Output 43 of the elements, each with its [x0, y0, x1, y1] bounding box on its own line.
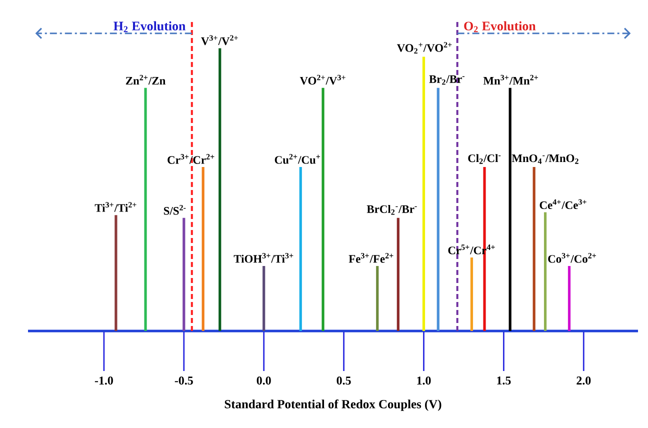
bar	[436, 88, 440, 331]
bar	[568, 266, 571, 331]
x-tick-label: 1.0	[417, 376, 431, 385]
annotation: Cl$_{2}$/Cl$^{-}$	[468, 154, 501, 164]
bar	[508, 88, 512, 331]
annotation: VO$_{2}$$^{+}$/VO$^{2+}$	[396, 42, 452, 54]
ref-line-label: O$_{2}$ Evolution	[464, 21, 536, 32]
bar	[182, 218, 186, 331]
annotation: Fe$^{3+}$/Fe$^{2+}$	[348, 253, 394, 263]
annotation: Co$^{3+}$/Co$^{2+}$	[548, 253, 596, 263]
bar	[322, 88, 324, 331]
x-tick-label: -1.0	[94, 376, 113, 385]
x-axis-title: Standard Potential of Redox Couples (V)	[224, 399, 442, 411]
x-tick-label: 0.0	[256, 376, 271, 385]
bar	[218, 48, 222, 331]
annotation: BrCl$_{2}$$^{-}$/Br$^{-}$	[366, 204, 417, 215]
bar	[376, 266, 379, 331]
ref-line-label: H$_{2}$ Evolution	[114, 21, 186, 32]
x-tick-label: 1.5	[497, 376, 511, 385]
bar	[114, 215, 118, 331]
annotation: VO$^{2+}$/V$^{3+}$	[300, 74, 346, 85]
x-tick-label: 0.5	[336, 376, 351, 385]
bar	[544, 212, 547, 331]
bar	[422, 56, 426, 331]
x-tick-label: -0.5	[174, 376, 193, 385]
annotation: TiOH$^{3+}$/Ti$^{3+}$	[234, 253, 294, 263]
annotation: Cu$^{2+}$/Cu$^{+}$	[274, 154, 320, 164]
bar	[144, 88, 147, 331]
annotation: V$^{3+}$/V$^{2+}$	[201, 35, 238, 46]
bar	[470, 257, 474, 331]
annotation: MnO$_{4}$$^{-}$/MnO$_{2}$	[512, 154, 578, 164]
bar	[299, 167, 302, 331]
bar	[262, 266, 266, 331]
bar	[396, 218, 400, 331]
x-tick-label: 2.0	[576, 376, 591, 385]
annotation: Ti$^{3+}$/Ti$^{2+}$	[94, 202, 136, 212]
annotation: Ce$^{4+}$/Ce$^{3+}$	[540, 199, 586, 210]
annotation: Zn$^{2+}$/Zn	[126, 74, 166, 85]
bar	[202, 167, 204, 331]
annotation: Br$_{2}$/Br$^{-}$	[429, 75, 464, 85]
annotation: Mn$^{3+}$/Mn$^{2+}$	[483, 74, 538, 85]
bar	[532, 167, 536, 331]
annotation: S/S$^{2-}$	[164, 204, 186, 215]
